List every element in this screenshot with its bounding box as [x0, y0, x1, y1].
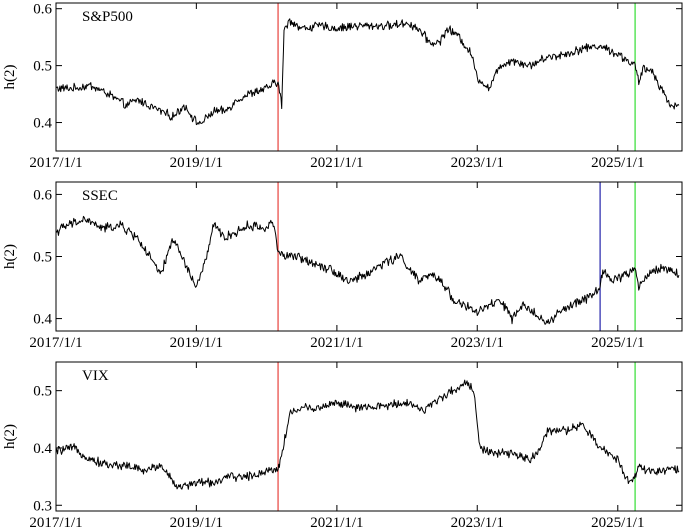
plot-frame — [55, 361, 683, 512]
panel-annotation: SSEC — [82, 188, 118, 204]
chart-panel-3: 0.3 0.4 0.5 2017/1/1 2019/1/1 2021/1/1 2023/1/… — [2, 361, 683, 531]
x-tick-label: 2025/1/1 — [591, 515, 644, 531]
y-tick-label: 0.6 — [33, 187, 52, 203]
series-line — [55, 379, 680, 490]
x-tick-label: 2021/1/1 — [310, 515, 363, 531]
y-tick-label: 0.5 — [33, 59, 52, 75]
x-tick-label: 2023/1/1 — [451, 155, 504, 171]
y-tick-label: 0.4 — [33, 312, 52, 328]
x-tick-label: 2019/1/1 — [170, 155, 223, 171]
x-tick-label: 2023/1/1 — [451, 515, 504, 531]
x-tick-label: 2025/1/1 — [591, 155, 644, 171]
chart-panel-2: 0.4 0.5 0.6 2017/1/1 2019/1/1 2021/1/1 2023/1/… — [2, 181, 683, 351]
y-tick-label: 0.4 — [33, 116, 52, 132]
y-axis-label: h(2) — [2, 424, 18, 449]
x-tick-label: 2021/1/1 — [310, 155, 363, 171]
y-axis-label: h(2) — [2, 65, 18, 90]
y-tick-label: 0.3 — [33, 498, 52, 514]
y-tick-label: 0.5 — [33, 384, 52, 400]
x-tick-label: 2025/1/1 — [591, 335, 644, 351]
x-tick-label: 2017/1/1 — [29, 155, 82, 171]
x-tick-label: 2023/1/1 — [451, 335, 504, 351]
x-tick-label: 2017/1/1 — [29, 335, 82, 351]
x-tick-label: 2019/1/1 — [170, 515, 223, 531]
chart-panel-1: 0.4 0.5 0.6 2017/1/1 2019/1/1 2021/1/1 2023/1/… — [2, 2, 683, 171]
y-tick-label: 0.6 — [33, 2, 52, 18]
series-line — [55, 18, 680, 126]
y-tick-label: 0.5 — [33, 250, 52, 266]
panel-annotation: VIX — [82, 368, 109, 384]
y-tick-label: 0.4 — [33, 441, 52, 457]
y-axis-label: h(2) — [2, 244, 18, 269]
plot-frame — [55, 2, 683, 152]
x-tick-label: 2021/1/1 — [310, 335, 363, 351]
panel-annotation: S&P500 — [82, 9, 133, 25]
plot-frame — [55, 181, 683, 332]
x-tick-label: 2019/1/1 — [170, 335, 223, 351]
x-tick-label: 2017/1/1 — [29, 515, 82, 531]
series-line — [55, 215, 680, 325]
